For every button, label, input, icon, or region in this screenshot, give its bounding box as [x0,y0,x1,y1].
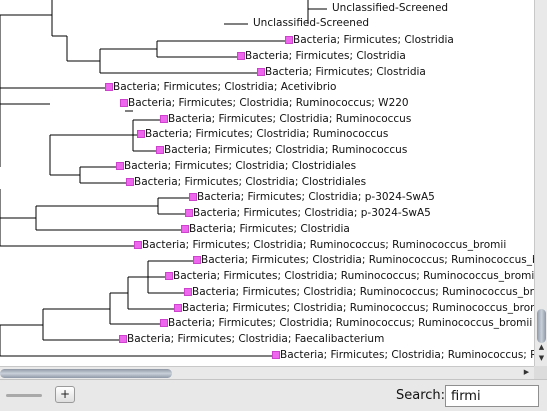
tree-leaf[interactable]: Bacteria; Firmicutes; Clostridia [257,66,426,78]
leaf-label: Bacteria; Firmicutes; Clostridia; Rumino… [173,270,534,282]
leaf-label: Bacteria; Firmicutes; Clostridia; Clostr… [124,160,357,172]
arrow-right-icon[interactable]: ▶ [523,368,530,376]
leaf-label: Bacteria; Firmicutes; Clostridia; Rumino… [280,349,534,361]
leaf-marker-icon [272,351,280,359]
scroll-corner [534,366,547,379]
search-label: Search: [396,388,446,403]
leaf-label: Bacteria; Firmicutes; Clostridia; Rumino… [142,239,507,251]
tree-leaf[interactable]: Bacteria; Firmicutes; Clostridia; Faecal… [119,333,385,345]
leaf-marker-icon [156,146,164,154]
leaf-label: Bacteria; Firmicutes; Clostridia; Rumino… [168,317,533,329]
tree-leaf[interactable]: Unclassified-Screened [332,2,448,14]
zoom-slider[interactable] [6,394,42,397]
horizontal-scrollbar[interactable]: ▶ [0,366,534,379]
leaf-marker-icon [160,319,168,327]
leaf-label: Bacteria; Firmicutes; Clostridia; p-3024… [197,191,435,203]
tree-leaf[interactable]: Bacteria; Firmicutes; Clostridia [181,223,350,235]
leaf-marker-icon [237,52,245,60]
tree-leaf[interactable]: Bacteria; Firmicutes; Clostridia [285,34,454,46]
leaf-label: Bacteria; Firmicutes; Clostridia [245,50,406,62]
horizontal-scroll-thumb[interactable] [0,369,172,378]
leaf-label: Bacteria; Firmicutes; Clostridia; Rumino… [145,128,389,140]
leaf-label: Bacteria; Firmicutes; Clostridia; Rumino… [128,97,409,109]
tree-branches [0,0,327,357]
tree-leaf[interactable]: Bacteria; Firmicutes; Clostridia; Rumino… [165,270,534,282]
leaf-label: Bacteria; Firmicutes; Clostridia; Acetiv… [113,81,337,93]
tree-leaf[interactable]: Bacteria; Firmicutes; Clostridia; Rumino… [120,97,409,109]
tree-leaf[interactable]: Bacteria; Firmicutes; Clostridia; Rumino… [160,113,412,125]
leaf-marker-icon [193,256,201,264]
tree-leaf[interactable]: Bacteria; Firmicutes; Clostridia; Rumino… [193,254,534,266]
search-input[interactable] [445,385,539,407]
leaf-marker-icon [181,225,189,233]
leaf-marker-icon [105,83,113,91]
leaf-label: Bacteria; Firmicutes; Clostridia [265,66,426,78]
leaf-marker-icon [184,288,192,296]
tree-leaf[interactable]: Bacteria; Firmicutes; Clostridia; Clostr… [116,160,357,172]
bottom-toolbar: + Search: [0,379,547,411]
leaf-label: Bacteria; Firmicutes; Clostridia; Rumino… [192,286,534,298]
leaf-marker-icon [160,115,168,123]
tree-leaf[interactable]: Unclassified-Screened [253,17,369,29]
arrow-down-icon[interactable]: ▼ [538,354,545,362]
leaf-label: Unclassified-Screened [253,17,370,29]
tree-leaf[interactable]: Bacteria; Firmicutes; Clostridia; Rumino… [174,302,534,314]
tree-leaf[interactable]: Bacteria; Firmicutes; Clostridia; p-3024… [185,207,431,219]
leaf-label: Bacteria; Firmicutes; Clostridia; Faecal… [127,333,385,345]
leaf-marker-icon [120,99,128,107]
leaf-label: Bacteria; Firmicutes; Clostridia; Rumino… [182,302,534,314]
vertical-scrollbar[interactable]: ▲ ▼ [534,0,547,366]
leaf-marker-icon [137,130,145,138]
leaf-label: Unclassified-Screened [332,2,449,14]
tree-leaf[interactable]: Bacteria; Firmicutes; Clostridia; Rumino… [137,128,389,140]
leaf-marker-icon [257,68,265,76]
leaf-marker-icon [285,36,293,44]
tree-leaf[interactable]: Bacteria; Firmicutes; Clostridia; Acetiv… [105,81,337,93]
tree-leaf[interactable]: Bacteria; Firmicutes; Clostridia; Clostr… [126,176,367,188]
leaf-marker-icon [126,178,134,186]
tree-leaf[interactable]: Bacteria; Firmicutes; Clostridia; Rumino… [160,317,533,329]
leaf-label: Bacteria; Firmicutes; Clostridia [293,34,454,46]
tree-leaf[interactable]: Bacteria; Firmicutes; Clostridia; p-3024… [189,191,435,203]
tree-leaf[interactable]: Bacteria; Firmicutes; Clostridia [237,50,406,62]
tree-leaf[interactable]: Bacteria; Firmicutes; Clostridia; Rumino… [134,239,507,251]
tree-leaf[interactable]: Bacteria; Firmicutes; Clostridia; Rumino… [184,286,534,298]
leaf-label: Bacteria; Firmicutes; Clostridia; p-3024… [193,207,431,219]
leaf-label: Bacteria; Firmicutes; Clostridia; Rumino… [164,144,408,156]
leaf-marker-icon [165,272,173,280]
leaf-label: Bacteria; Firmicutes; Clostridia [189,223,350,235]
vertical-scroll-thumb[interactable] [537,309,546,343]
arrow-up-icon[interactable]: ▲ [538,343,545,351]
leaf-label: Bacteria; Firmicutes; Clostridia; Clostr… [134,176,367,188]
leaf-marker-icon [174,304,182,312]
tree-leaf[interactable]: Bacteria; Firmicutes; Clostridia; Rumino… [272,349,534,361]
leaf-marker-icon [189,193,197,201]
leaf-marker-icon [185,209,193,217]
leaf-label: Bacteria; Firmicutes; Clostridia; Rumino… [201,254,534,266]
leaf-marker-icon [119,335,127,343]
tree-leaf[interactable]: Bacteria; Firmicutes; Clostridia; Rumino… [156,144,408,156]
leaf-marker-icon [116,162,124,170]
zoom-in-button[interactable]: + [55,386,75,403]
leaf-label: Bacteria; Firmicutes; Clostridia; Rumino… [168,113,412,125]
tree-view[interactable]: Unclassified-Screened Unclassified-Screen… [0,0,534,366]
leaf-marker-icon [134,241,142,249]
